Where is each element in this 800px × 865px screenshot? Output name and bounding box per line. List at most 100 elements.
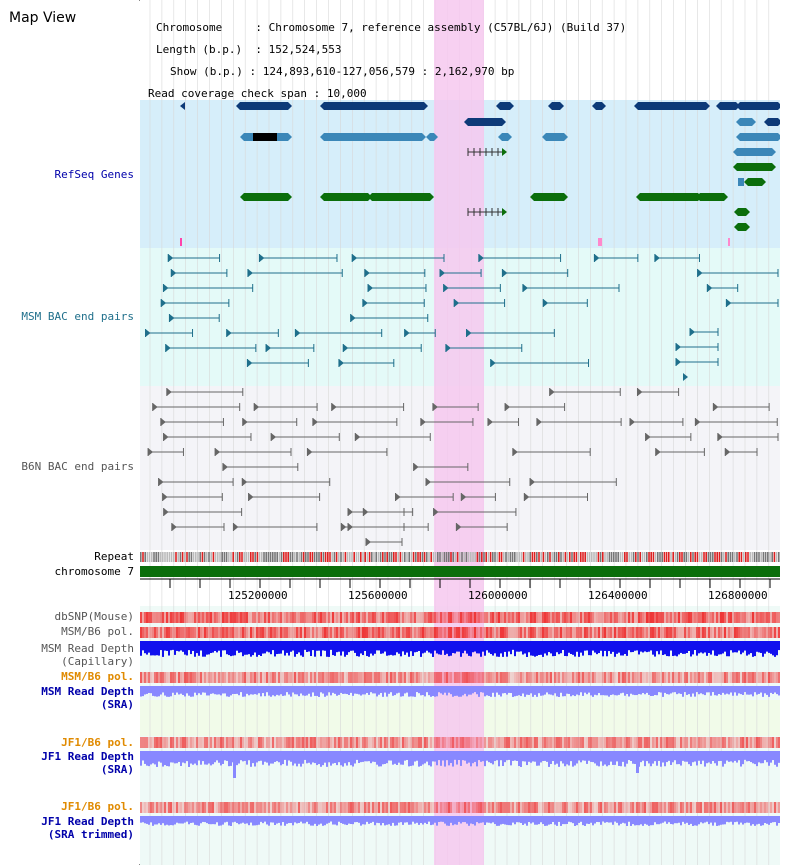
jf1-trimmed-depth-bar	[602, 816, 604, 822]
msm-b6-pol2-cell	[352, 672, 354, 683]
msm-capillary-depth-bar	[568, 641, 570, 653]
dbsnp-cell	[508, 612, 510, 623]
msm-b6-pol-label-2[interactable]: MSM/B6 pol.	[61, 670, 134, 683]
refseq-gene-row1-6-exon	[596, 102, 602, 110]
msm-capillary-depth-bar	[494, 641, 496, 654]
msm-b6-pol-cell	[302, 627, 304, 638]
dbsnp-cell	[596, 612, 598, 623]
repeat-segment	[562, 552, 564, 562]
jf1-pol-cell	[350, 737, 352, 748]
msm-bac-pair-head	[259, 254, 265, 262]
msm-b6-pol-cell	[630, 627, 632, 638]
jf1-pol-cell	[426, 737, 428, 748]
jf1-pol2-cell	[674, 802, 676, 813]
jf1-depth-trim-label-1[interactable]: JF1 Read Depth	[41, 815, 134, 828]
dbsnp-cell	[606, 612, 608, 623]
refseq-gene-row5-0-arrow	[772, 163, 776, 171]
jf1-pol2-cell	[472, 802, 474, 813]
jf1-pol2-cell	[688, 802, 690, 813]
dbsnp-cell	[728, 612, 730, 623]
msm-b6-pol2-cell	[374, 672, 376, 683]
dbsnp-cell	[140, 612, 142, 623]
jf1-depth-sra-label-1[interactable]: JF1 Read Depth	[41, 750, 134, 763]
dbsnp-cell	[228, 612, 230, 623]
msm-b6-pol2-cell	[644, 672, 646, 683]
msm-sra-depth-bar	[426, 686, 428, 693]
jf1-pol-cell	[396, 737, 398, 748]
msm-b6-pol-cell	[438, 627, 440, 638]
msm-b6-pol2-cell	[330, 672, 332, 683]
repeat-segment	[300, 552, 303, 562]
msm-depth-capillary-label-1[interactable]: MSM Read Depth	[41, 642, 134, 655]
msm-capillary-depth-bar	[534, 641, 536, 657]
tracks-canvas[interactable]: 125200000 125600000 126000000 126400000 1268…	[140, 0, 780, 865]
msm-b6-pol2-cell	[390, 672, 392, 683]
msm-sra-depth-bar	[424, 686, 426, 697]
msm-depth-sra-label-1[interactable]: MSM Read Depth	[41, 685, 134, 698]
msm-sra-depth-bar	[332, 686, 334, 693]
dbsnp-cell	[458, 612, 460, 623]
msm-b6-pol-cell	[656, 627, 658, 638]
msm-sra-depth-bar	[510, 686, 512, 694]
jf1-pol-cell	[284, 737, 286, 748]
msm-b6-pol2-cell	[142, 672, 144, 683]
jf1-trimmed-depth-bar	[176, 816, 178, 823]
msm-b6-pol-label-1[interactable]: MSM/B6 pol.	[61, 625, 134, 638]
jf1-pol-label-2[interactable]: JF1/B6 pol.	[61, 800, 134, 813]
jf1-pol-cell	[448, 737, 450, 748]
msm-sra-depth-bar	[528, 686, 530, 695]
jf1-sra-depth-bar	[346, 751, 348, 766]
repeat-segment	[621, 552, 624, 562]
jf1-pol-cell	[728, 737, 730, 748]
msm-b6-pol2-cell	[172, 672, 174, 683]
msm-sra-depth-bar	[508, 686, 510, 693]
msm-sra-depth-bar	[256, 686, 258, 695]
genome-track-area[interactable]: 125200000 125600000 126000000 126400000 1268…	[140, 0, 780, 865]
jf1-pol-label-1[interactable]: JF1/B6 pol.	[61, 736, 134, 749]
repeat-segment	[694, 552, 696, 562]
jf1-pol-cell	[162, 737, 164, 748]
dbsnp-cell	[264, 612, 266, 623]
msm-sra-depth-bar	[448, 686, 450, 693]
msm-bac-track-label[interactable]: MSM BAC end pairs	[21, 310, 134, 323]
repeat-segment	[148, 552, 151, 562]
dbsnp-cell	[404, 612, 406, 623]
msm-b6-pol-cell	[222, 627, 224, 638]
refseq-gene-row3-6-exon	[740, 133, 778, 141]
jf1-trimmed-depth-bar	[716, 816, 718, 826]
msm-capillary-depth-bar	[404, 641, 406, 655]
jf1-pol-cell	[172, 737, 174, 748]
msm-b6-pol-cell	[190, 627, 192, 638]
repeat-segment	[263, 552, 265, 562]
jf1-pol-cell	[286, 737, 288, 748]
msm-b6-pol-cell	[426, 627, 428, 638]
jf1-pol-cell	[622, 737, 624, 748]
repeat-segment	[461, 552, 463, 562]
dbsnp-cell	[202, 612, 204, 623]
jf1-pol-cell	[326, 737, 328, 748]
repeat-segment	[485, 552, 487, 562]
jf1-pol2-cell	[708, 802, 710, 813]
jf1-trimmed-depth-bar	[552, 816, 554, 822]
jf1-sra-depth-bar	[436, 751, 438, 766]
jf1-sra-depth-bar	[350, 751, 352, 766]
jf1-pol-cell	[552, 737, 554, 748]
msm-capillary-depth-bar	[484, 641, 486, 656]
dbsnp-cell	[502, 612, 504, 623]
jf1-trimmed-depth-bar	[648, 816, 650, 826]
dbsnp-track-label[interactable]: dbSNP(Mouse)	[54, 610, 134, 623]
dbsnp-cell	[580, 612, 582, 623]
refseq-track-label[interactable]: RefSeq Genes	[54, 168, 134, 181]
jf1-trimmed-depth-bar	[208, 816, 210, 825]
jf1-pol2-cell	[658, 802, 660, 813]
b6n-bac-track-label[interactable]: B6N BAC end pairs	[21, 460, 134, 473]
jf1-pol-cell	[208, 737, 210, 748]
msm-sra-depth-bar	[414, 686, 416, 697]
jf1-sra-depth-bar	[374, 751, 376, 762]
msm-b6-pol2-cell	[396, 672, 398, 683]
msm-b6-pol-cell	[250, 627, 252, 638]
msm-sra-depth-bar	[420, 686, 422, 696]
repeat-segment	[443, 552, 446, 562]
repeat-segment	[729, 552, 732, 562]
msm-b6-pol-cell	[692, 627, 694, 638]
